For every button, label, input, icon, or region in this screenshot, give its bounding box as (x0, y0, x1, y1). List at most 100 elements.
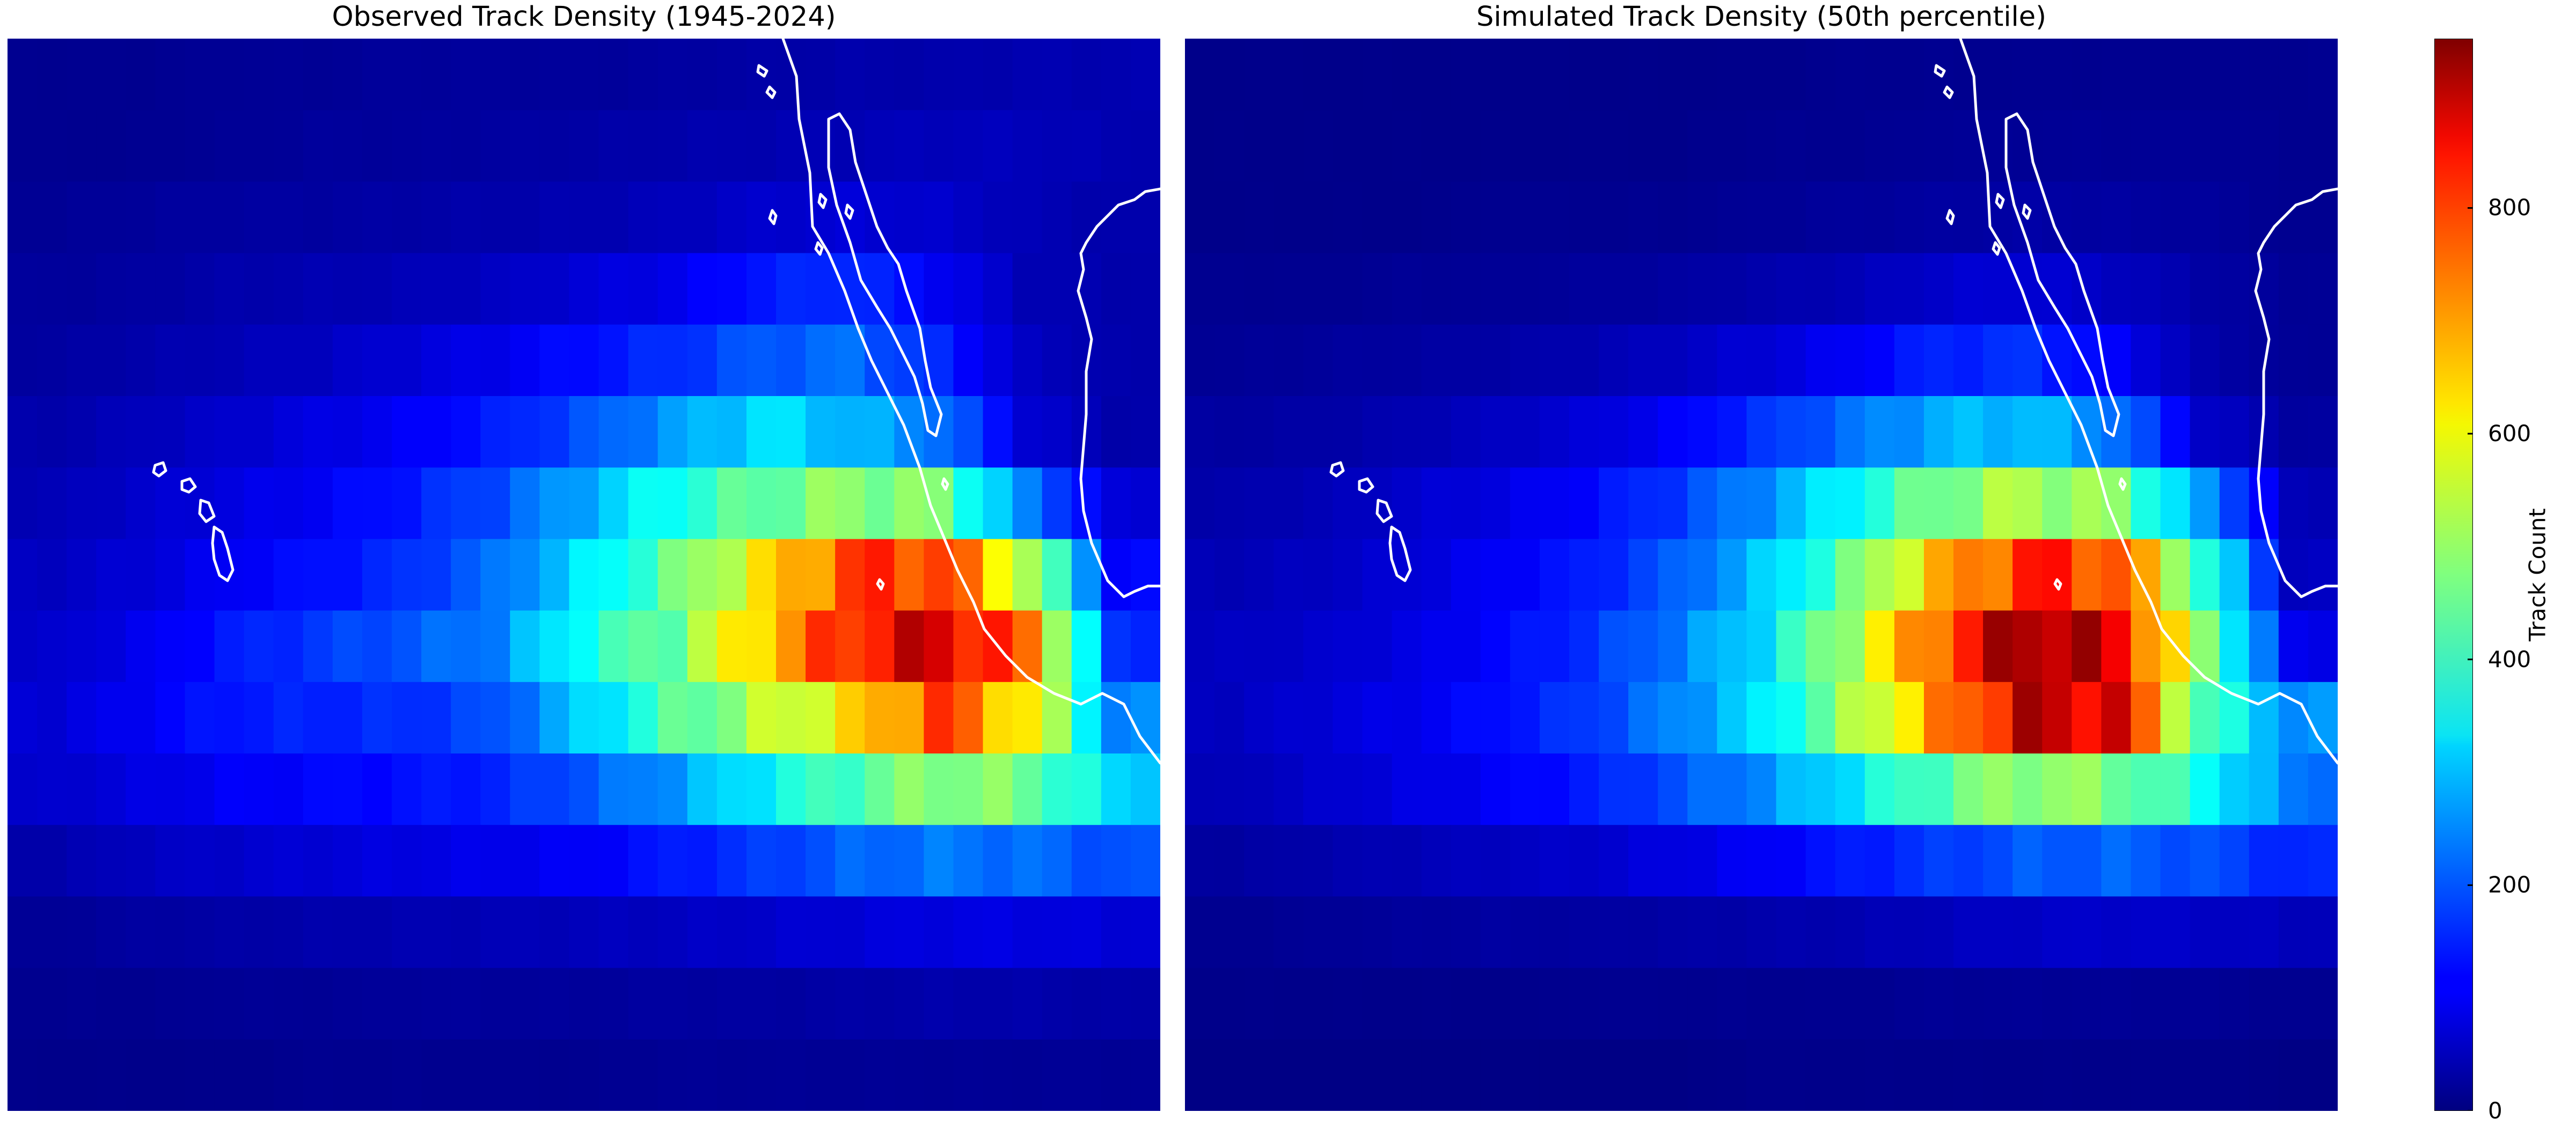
heatmap-cell (1658, 1039, 1688, 1111)
heatmap-cell (2308, 396, 2338, 468)
heatmap-cell (2219, 610, 2250, 683)
heatmap-cell (244, 396, 274, 468)
heatmap-cell (1658, 539, 1688, 611)
heatmap-cell (1451, 467, 1481, 539)
heatmap-cell (37, 39, 67, 111)
heatmap-cell (894, 896, 924, 969)
heatmap-cell (480, 396, 510, 468)
heatmap-cell (1569, 682, 1599, 754)
heatmap-cell (1333, 753, 1363, 825)
heatmap-cell (1628, 896, 1658, 969)
heatmap-cell (1805, 181, 1836, 254)
heatmap-cell (2278, 1039, 2309, 1111)
heatmap-cell (1101, 324, 1131, 397)
heatmap-cell (628, 467, 658, 539)
heatmap-cell (332, 610, 363, 683)
heatmap-cell (2308, 467, 2338, 539)
heatmap-cell (1012, 467, 1043, 539)
heatmap-cell (1421, 1039, 1452, 1111)
heatmap-cell (865, 896, 895, 969)
heatmap-cell (657, 110, 688, 182)
heatmap-cell (776, 181, 806, 254)
heatmap-cell (1894, 396, 1924, 468)
heatmap-cell (1776, 110, 1806, 182)
heatmap-cell (2190, 968, 2220, 1040)
heatmap-cell (1628, 467, 1658, 539)
heatmap-cell (598, 324, 629, 397)
heatmap-cell (303, 467, 333, 539)
heatmap-cell (1658, 682, 1688, 754)
heatmap-cell (1451, 753, 1481, 825)
heatmap-cell (185, 896, 215, 969)
heatmap-cell (126, 539, 156, 611)
heatmap-cell (1303, 253, 1333, 325)
heatmap-cell (806, 39, 836, 111)
heatmap-cell (2072, 39, 2102, 111)
heatmap-cell (2190, 253, 2220, 325)
heatmap-cell (1805, 110, 1836, 182)
heatmap-cell (894, 968, 924, 1040)
heatmap-cell (1717, 1039, 1747, 1111)
heatmap-cell (1569, 39, 1599, 111)
heatmap-cell (1864, 253, 1895, 325)
heatmap-cell (126, 396, 156, 468)
heatmap-cell (155, 753, 186, 825)
heatmap-cell (1776, 324, 1806, 397)
heatmap-cell (746, 396, 777, 468)
heatmap-cell (1864, 324, 1895, 397)
heatmap-cell (687, 539, 718, 611)
heatmap-cell (1012, 825, 1043, 897)
heatmap-cell (1421, 610, 1452, 683)
heatmap-cell (1362, 896, 1393, 969)
heatmap-cell (569, 753, 599, 825)
heatmap-cell (1333, 396, 1363, 468)
heatmap-cell (1130, 467, 1160, 539)
heatmap-cell (2219, 896, 2250, 969)
heatmap-cell (1071, 253, 1102, 325)
heatmap-cell (2012, 396, 2043, 468)
heatmap-cell (776, 253, 806, 325)
heatmap-cell (1658, 396, 1688, 468)
heatmap-cell (1894, 324, 1924, 397)
heatmap-cell (510, 1039, 540, 1111)
heatmap-cell (539, 896, 570, 969)
heatmap-cell (1480, 39, 1511, 111)
heatmap-cell (1805, 610, 1836, 683)
heatmap-cell (362, 968, 392, 1040)
heatmap-cell (2249, 467, 2279, 539)
heatmap-cell (1012, 396, 1043, 468)
heatmap-cell (1805, 682, 1836, 754)
heatmap-cell (1805, 896, 1836, 969)
heatmap-cell (746, 1039, 777, 1111)
heatmap-cell (2190, 324, 2220, 397)
heatmap-cell (2308, 1039, 2338, 1111)
heatmap-cell (1274, 1039, 1304, 1111)
heatmap-cell (2042, 968, 2072, 1040)
heatmap-cell (96, 610, 126, 683)
heatmap-cell (598, 682, 629, 754)
heatmap-cell (1983, 753, 2013, 825)
heatmap-cell (332, 253, 363, 325)
heatmap-cell (214, 396, 245, 468)
heatmap-cell (1274, 467, 1304, 539)
heatmap-cell (806, 324, 836, 397)
heatmap-cell (1362, 1039, 1393, 1111)
heatmap-cell (2131, 396, 2161, 468)
heatmap-cell (776, 968, 806, 1040)
heatmap-cell (2249, 1039, 2279, 1111)
heatmap-cell (421, 253, 451, 325)
heatmap-cell (451, 968, 481, 1040)
heatmap-cell (362, 324, 392, 397)
heatmap-cell (1569, 253, 1599, 325)
heatmap-cell (480, 968, 510, 1040)
heatmap-cell (2249, 253, 2279, 325)
heatmap-cell (1421, 396, 1452, 468)
heatmap-cell (1362, 39, 1393, 111)
heatmap-cell (1539, 1039, 1570, 1111)
heatmap-cell (1071, 753, 1102, 825)
heatmap-cell (1244, 39, 1274, 111)
heatmap-cell (2131, 110, 2161, 182)
heatmap-cell (273, 181, 304, 254)
heatmap-cell (510, 467, 540, 539)
heatmap-cell (1864, 896, 1895, 969)
